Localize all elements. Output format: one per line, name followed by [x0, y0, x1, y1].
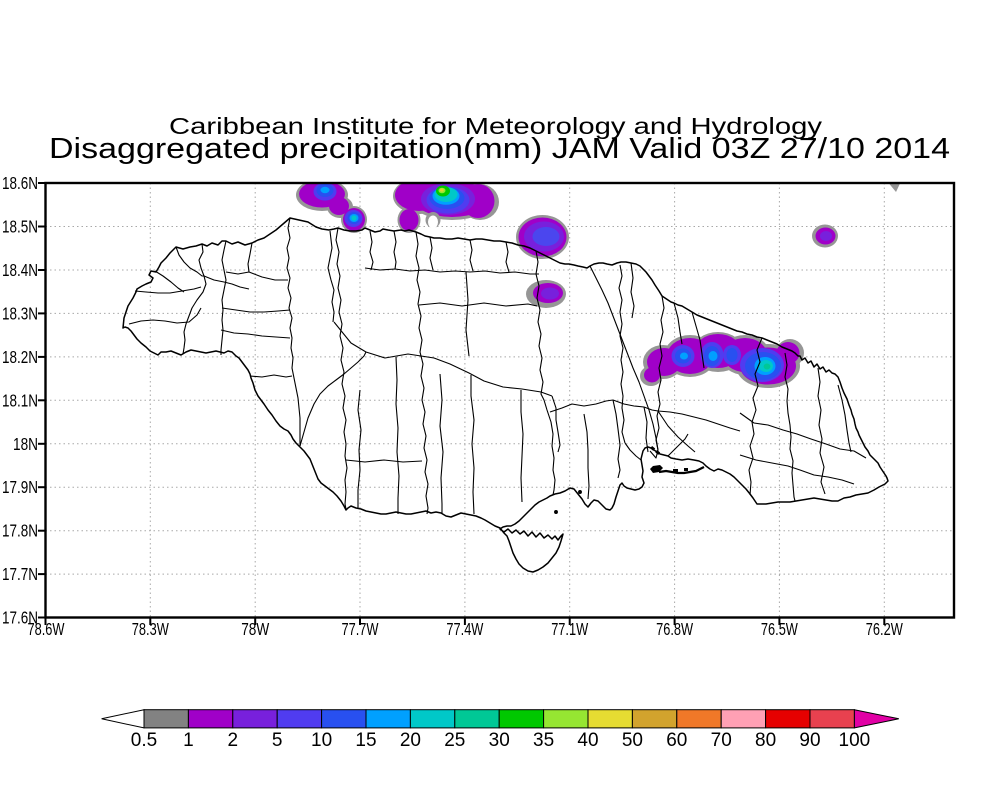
- svg-text:20: 20: [400, 730, 421, 751]
- svg-text:40: 40: [577, 730, 598, 751]
- svg-text:18.1N: 18.1N: [2, 390, 38, 410]
- svg-text:25: 25: [444, 730, 465, 751]
- svg-text:17.9N: 17.9N: [2, 477, 38, 497]
- svg-text:10: 10: [311, 730, 332, 751]
- svg-text:18.4N: 18.4N: [2, 260, 38, 280]
- svg-text:77.4W: 77.4W: [446, 619, 483, 639]
- svg-text:18N: 18N: [13, 434, 38, 454]
- svg-text:77.1W: 77.1W: [551, 619, 588, 639]
- svg-text:5: 5: [272, 730, 283, 751]
- svg-text:18.3N: 18.3N: [2, 303, 38, 323]
- svg-text:0.5: 0.5: [131, 730, 157, 751]
- svg-text:78.6W: 78.6W: [28, 619, 65, 639]
- svg-text:18.2N: 18.2N: [2, 347, 38, 367]
- svg-text:78W: 78W: [241, 619, 269, 639]
- svg-text:50: 50: [622, 730, 643, 751]
- svg-text:90: 90: [799, 730, 820, 751]
- svg-text:35: 35: [533, 730, 554, 751]
- svg-text:77.7W: 77.7W: [342, 619, 379, 639]
- svg-text:2: 2: [228, 730, 239, 751]
- svg-text:60: 60: [666, 730, 687, 751]
- svg-text:Disaggregated precipitation(mm: Disaggregated precipitation(mm) JAM Vali…: [49, 133, 950, 165]
- svg-text:Caribbean Institute for Meteor: Caribbean Institute for Meteorology and …: [169, 113, 823, 139]
- svg-text:78.3W: 78.3W: [132, 619, 169, 639]
- svg-text:15: 15: [355, 730, 376, 751]
- svg-text:17.8N: 17.8N: [2, 521, 38, 541]
- svg-text:76.8W: 76.8W: [656, 619, 693, 639]
- svg-text:70: 70: [711, 730, 732, 751]
- svg-text:80: 80: [755, 730, 776, 751]
- svg-text:17.7N: 17.7N: [2, 564, 38, 584]
- svg-text:18.5N: 18.5N: [2, 217, 38, 237]
- svg-text:100: 100: [839, 730, 871, 751]
- svg-text:17.6N: 17.6N: [2, 608, 38, 628]
- svg-text:76.2W: 76.2W: [866, 619, 903, 639]
- svg-text:1: 1: [183, 730, 194, 751]
- svg-text:76.5W: 76.5W: [761, 619, 798, 639]
- svg-text:30: 30: [489, 730, 510, 751]
- svg-text:18.6N: 18.6N: [2, 173, 38, 193]
